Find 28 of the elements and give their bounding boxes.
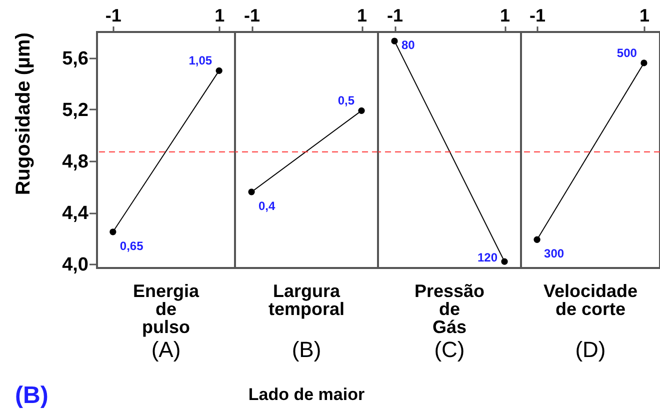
x-tick-label: -1 (386, 6, 404, 26)
x-tick-label: 1 (639, 6, 650, 26)
y-tick-label: 5,6 (62, 48, 88, 70)
annotation: 0,65 (120, 238, 144, 253)
annotation: 80 (402, 38, 416, 52)
y-tick-label: 4,8 (62, 151, 88, 172)
x-tick-label: 1 (500, 6, 510, 26)
y-tick-label: 4,4 (62, 203, 89, 224)
y-axis-title: Rugosidade (µm) (12, 32, 34, 196)
x-axis-title: Velocidade de corte (D) (542, 281, 639, 362)
x-axis-title: Pressão de Gás (C) (413, 281, 486, 362)
x-tick-label: 1 (214, 6, 225, 26)
x-tick-label: -1 (105, 6, 122, 26)
x-axis-title: Energia de pulso (A) (132, 281, 200, 362)
x-tick-label: -1 (244, 6, 260, 26)
x-tick-label: -1 (530, 6, 546, 26)
x-tick-label: 1 (356, 6, 368, 26)
annotation: 120 (477, 250, 498, 265)
x-axis-title: Largura temporal (B) (267, 281, 346, 362)
annotation: 0,5 (338, 94, 355, 108)
y-tick-label: 5,2 (62, 100, 88, 121)
annotation: 300 (544, 246, 564, 261)
annotation: 1,05 (188, 54, 212, 68)
annotation: 0,4 (258, 198, 276, 213)
text: Lado de maior (247, 385, 366, 404)
text: (B) (15, 382, 48, 409)
annotation: 500 (616, 46, 638, 60)
y-tick-label: 4,0 (62, 254, 88, 276)
